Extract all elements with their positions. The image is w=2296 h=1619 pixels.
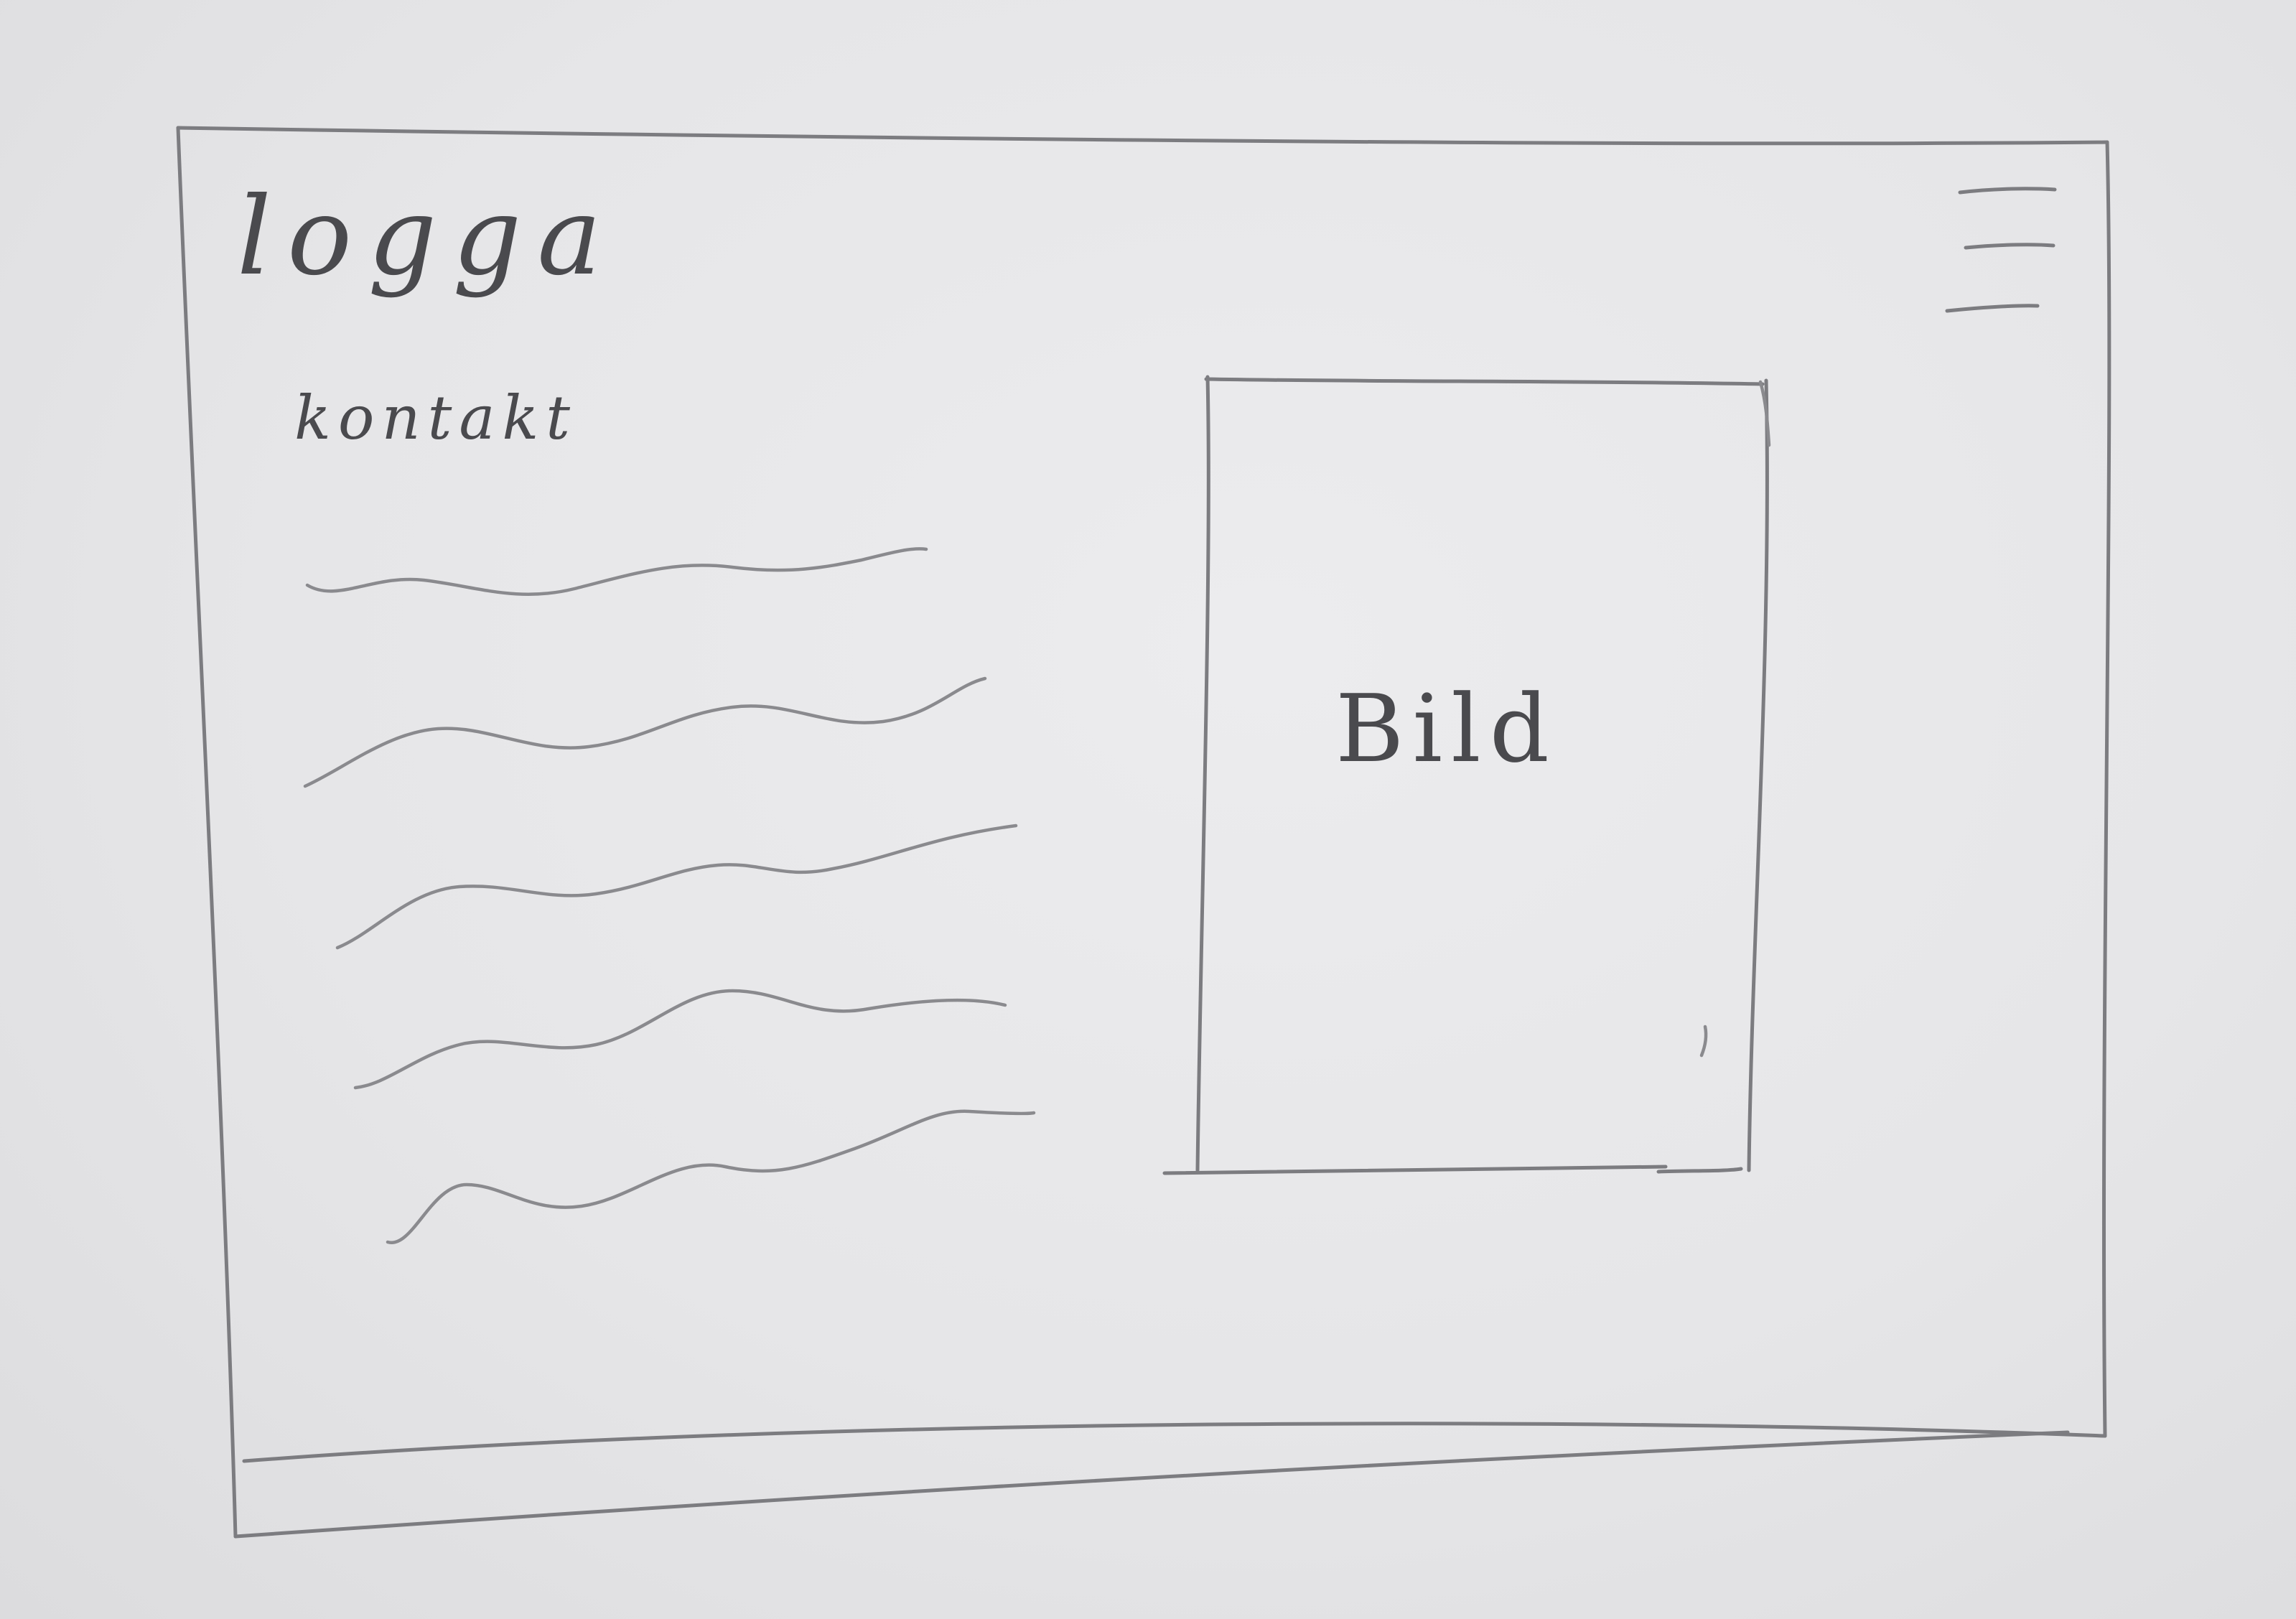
text-line-3 (335, 824, 1018, 950)
nav-link-contact[interactable]: kontakt (294, 383, 578, 453)
text-line-4 (353, 989, 1007, 1090)
text-line-1 (305, 547, 928, 597)
image-placeholder-frame (1162, 375, 1771, 1175)
page-frame (176, 126, 2111, 1539)
text-line-2 (303, 676, 987, 788)
stray-mark (1699, 1025, 1708, 1058)
hamburger-menu-button[interactable] (1931, 172, 2075, 330)
image-placeholder-label: Bild (1335, 674, 1558, 783)
text-placeholder-lines (303, 547, 1036, 1244)
image-placeholder (1185, 373, 1773, 1177)
logo-placeholder[interactable]: logga (237, 174, 617, 299)
text-content-placeholder (287, 517, 1063, 1271)
hamburger-menu-icon (1945, 187, 2057, 313)
text-line-5 (386, 1109, 1036, 1244)
